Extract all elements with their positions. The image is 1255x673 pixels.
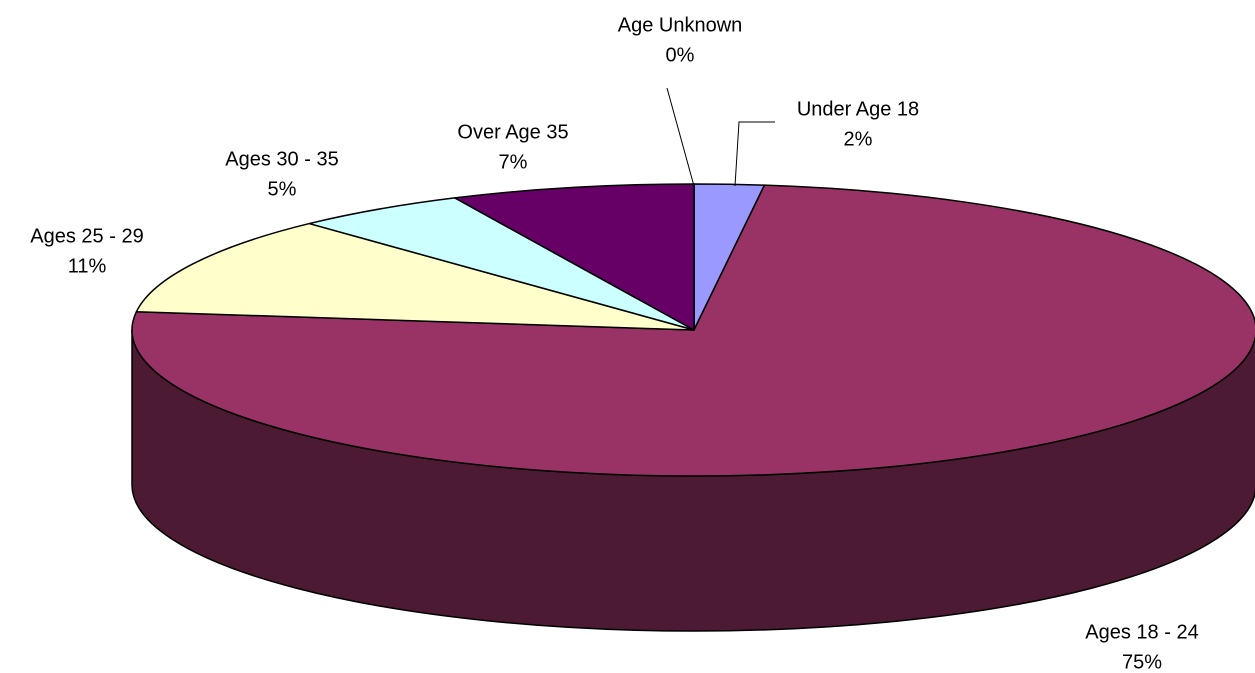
value-label: 7% <box>499 151 528 173</box>
slice-label: Under Age 18 <box>797 98 919 120</box>
value-label: 2% <box>844 128 873 150</box>
slice-label: Ages 30 - 35 <box>225 148 338 170</box>
pie-slice <box>135 222 695 331</box>
slice-label: Ages 18 - 24 <box>1085 621 1198 643</box>
leader-line <box>666 87 695 187</box>
slice-label: Over Age 35 <box>457 121 568 143</box>
value-label: 0% <box>666 44 695 66</box>
slice-label: Age Unknown <box>618 14 743 36</box>
pie-slice <box>308 197 695 331</box>
value-label: 5% <box>268 178 297 200</box>
pie-slice <box>453 183 695 331</box>
pie-tops <box>131 183 1255 477</box>
labels: Under Age 18 2% Ages 18 - 24 75% Ages 25 - 2… <box>30 14 1198 673</box>
slice-label: Ages 25 - 29 <box>30 225 143 247</box>
value-label: 75% <box>1122 651 1162 673</box>
leader-line <box>734 121 775 187</box>
value-label: 11% <box>68 255 107 277</box>
